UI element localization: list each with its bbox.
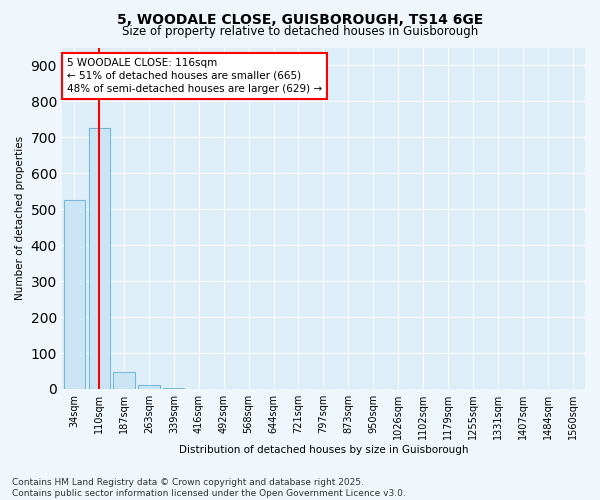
Bar (139, 386, 160, 389)
Y-axis label: Number of detached properties: Number of detached properties (15, 136, 25, 300)
Text: Size of property relative to detached houses in Guisborough: Size of property relative to detached ho… (122, 25, 478, 38)
X-axis label: Distribution of detached houses by size in Guisborough: Distribution of detached houses by size … (179, 445, 468, 455)
Bar (163, 388, 184, 389)
Text: 5, WOODALE CLOSE, GUISBOROUGH, TS14 6GE: 5, WOODALE CLOSE, GUISBOROUGH, TS14 6GE (117, 12, 483, 26)
Bar (64, 200, 85, 389)
Bar (113, 372, 134, 389)
Text: 5 WOODALE CLOSE: 116sqm
← 51% of detached houses are smaller (665)
48% of semi-d: 5 WOODALE CLOSE: 116sqm ← 51% of detache… (67, 58, 322, 94)
Text: Contains HM Land Registry data © Crown copyright and database right 2025.
Contai: Contains HM Land Registry data © Crown c… (12, 478, 406, 498)
Bar (89, 128, 110, 389)
